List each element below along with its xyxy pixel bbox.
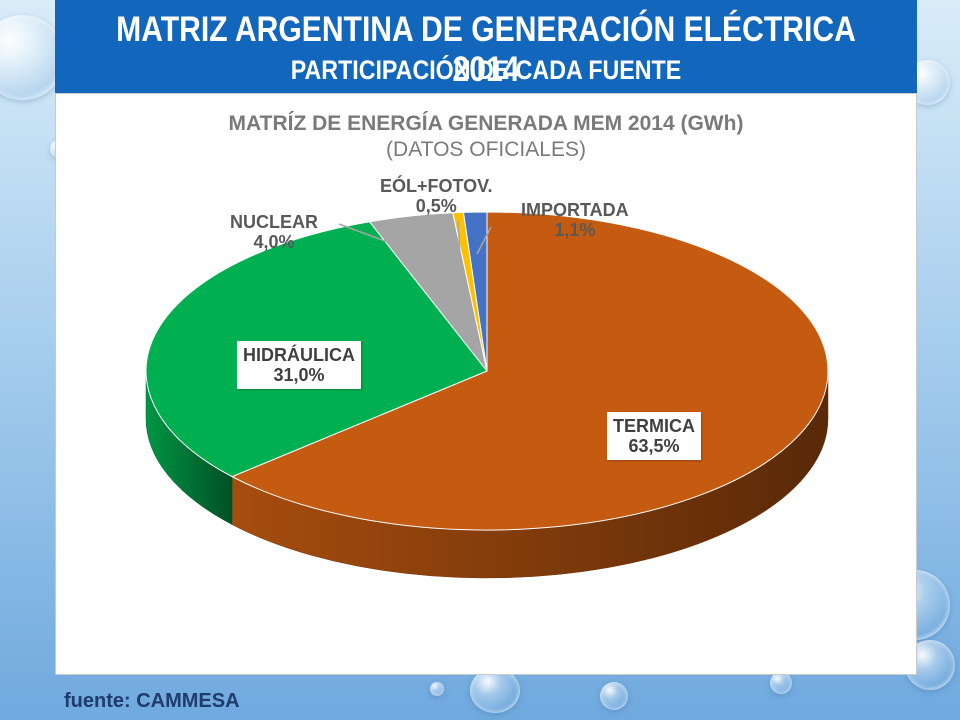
- pie-slice-importada: [462, 211, 488, 372]
- slide-title: MATRIZ ARGENTINA DE GENERACIÓN ELÉCTRICA…: [116, 10, 856, 89]
- leader-line: [476, 226, 492, 255]
- decorative-bubble: [430, 682, 444, 696]
- data-label-value: 0,5%: [415, 196, 457, 216]
- slide-subtitle: PARTICIPACIÓN DE CADA FUENTE: [290, 55, 682, 85]
- decorative-bubble: [0, 15, 65, 100]
- data-label-nuclear: NUCLEAR 4,0%: [230, 212, 318, 252]
- chart-title: MATRÍZ DE ENERGÍA GENERADA MEM 2014 (GWh…: [228, 112, 744, 135]
- data-label-termica: TERMICA 63,5%: [607, 412, 701, 460]
- data-label-name: NUCLEAR: [230, 212, 318, 232]
- source-note: fuente: CAMMESA: [64, 690, 240, 712]
- chart-panel: MATRÍZ DE ENERGÍA GENERADA MEM 2014 (GWh…: [55, 93, 917, 675]
- decorative-bubble: [600, 682, 628, 710]
- data-label-value: 31,0%: [273, 365, 325, 385]
- data-label-name: IMPORTADA: [521, 200, 629, 220]
- data-label-name: TERMICA: [613, 416, 695, 436]
- data-label-value: 63,5%: [628, 436, 680, 456]
- slide-header: MATRIZ ARGENTINA DE GENERACIÓN ELÉCTRICA…: [55, 0, 917, 93]
- chart-subtitle: (DATOS OFICIALES): [386, 138, 586, 161]
- leader-line: [457, 220, 461, 255]
- data-label-hidrulica: HIDRÁULICA 31,0%: [237, 341, 361, 389]
- leader-line: [338, 223, 421, 255]
- decorative-bubble: [770, 672, 792, 694]
- data-label-name: EÓL+FOTOV.: [380, 176, 493, 196]
- data-label-value: 1,1%: [554, 220, 596, 240]
- decorative-bubble: [470, 668, 520, 713]
- data-label-name: HIDRÁULICA: [243, 345, 355, 365]
- data-label-value: 4,0%: [253, 232, 295, 252]
- data-label-importada: IMPORTADA 1,1%: [521, 200, 629, 240]
- data-label-elfotov: EÓL+FOTOV. 0,5%: [380, 176, 493, 216]
